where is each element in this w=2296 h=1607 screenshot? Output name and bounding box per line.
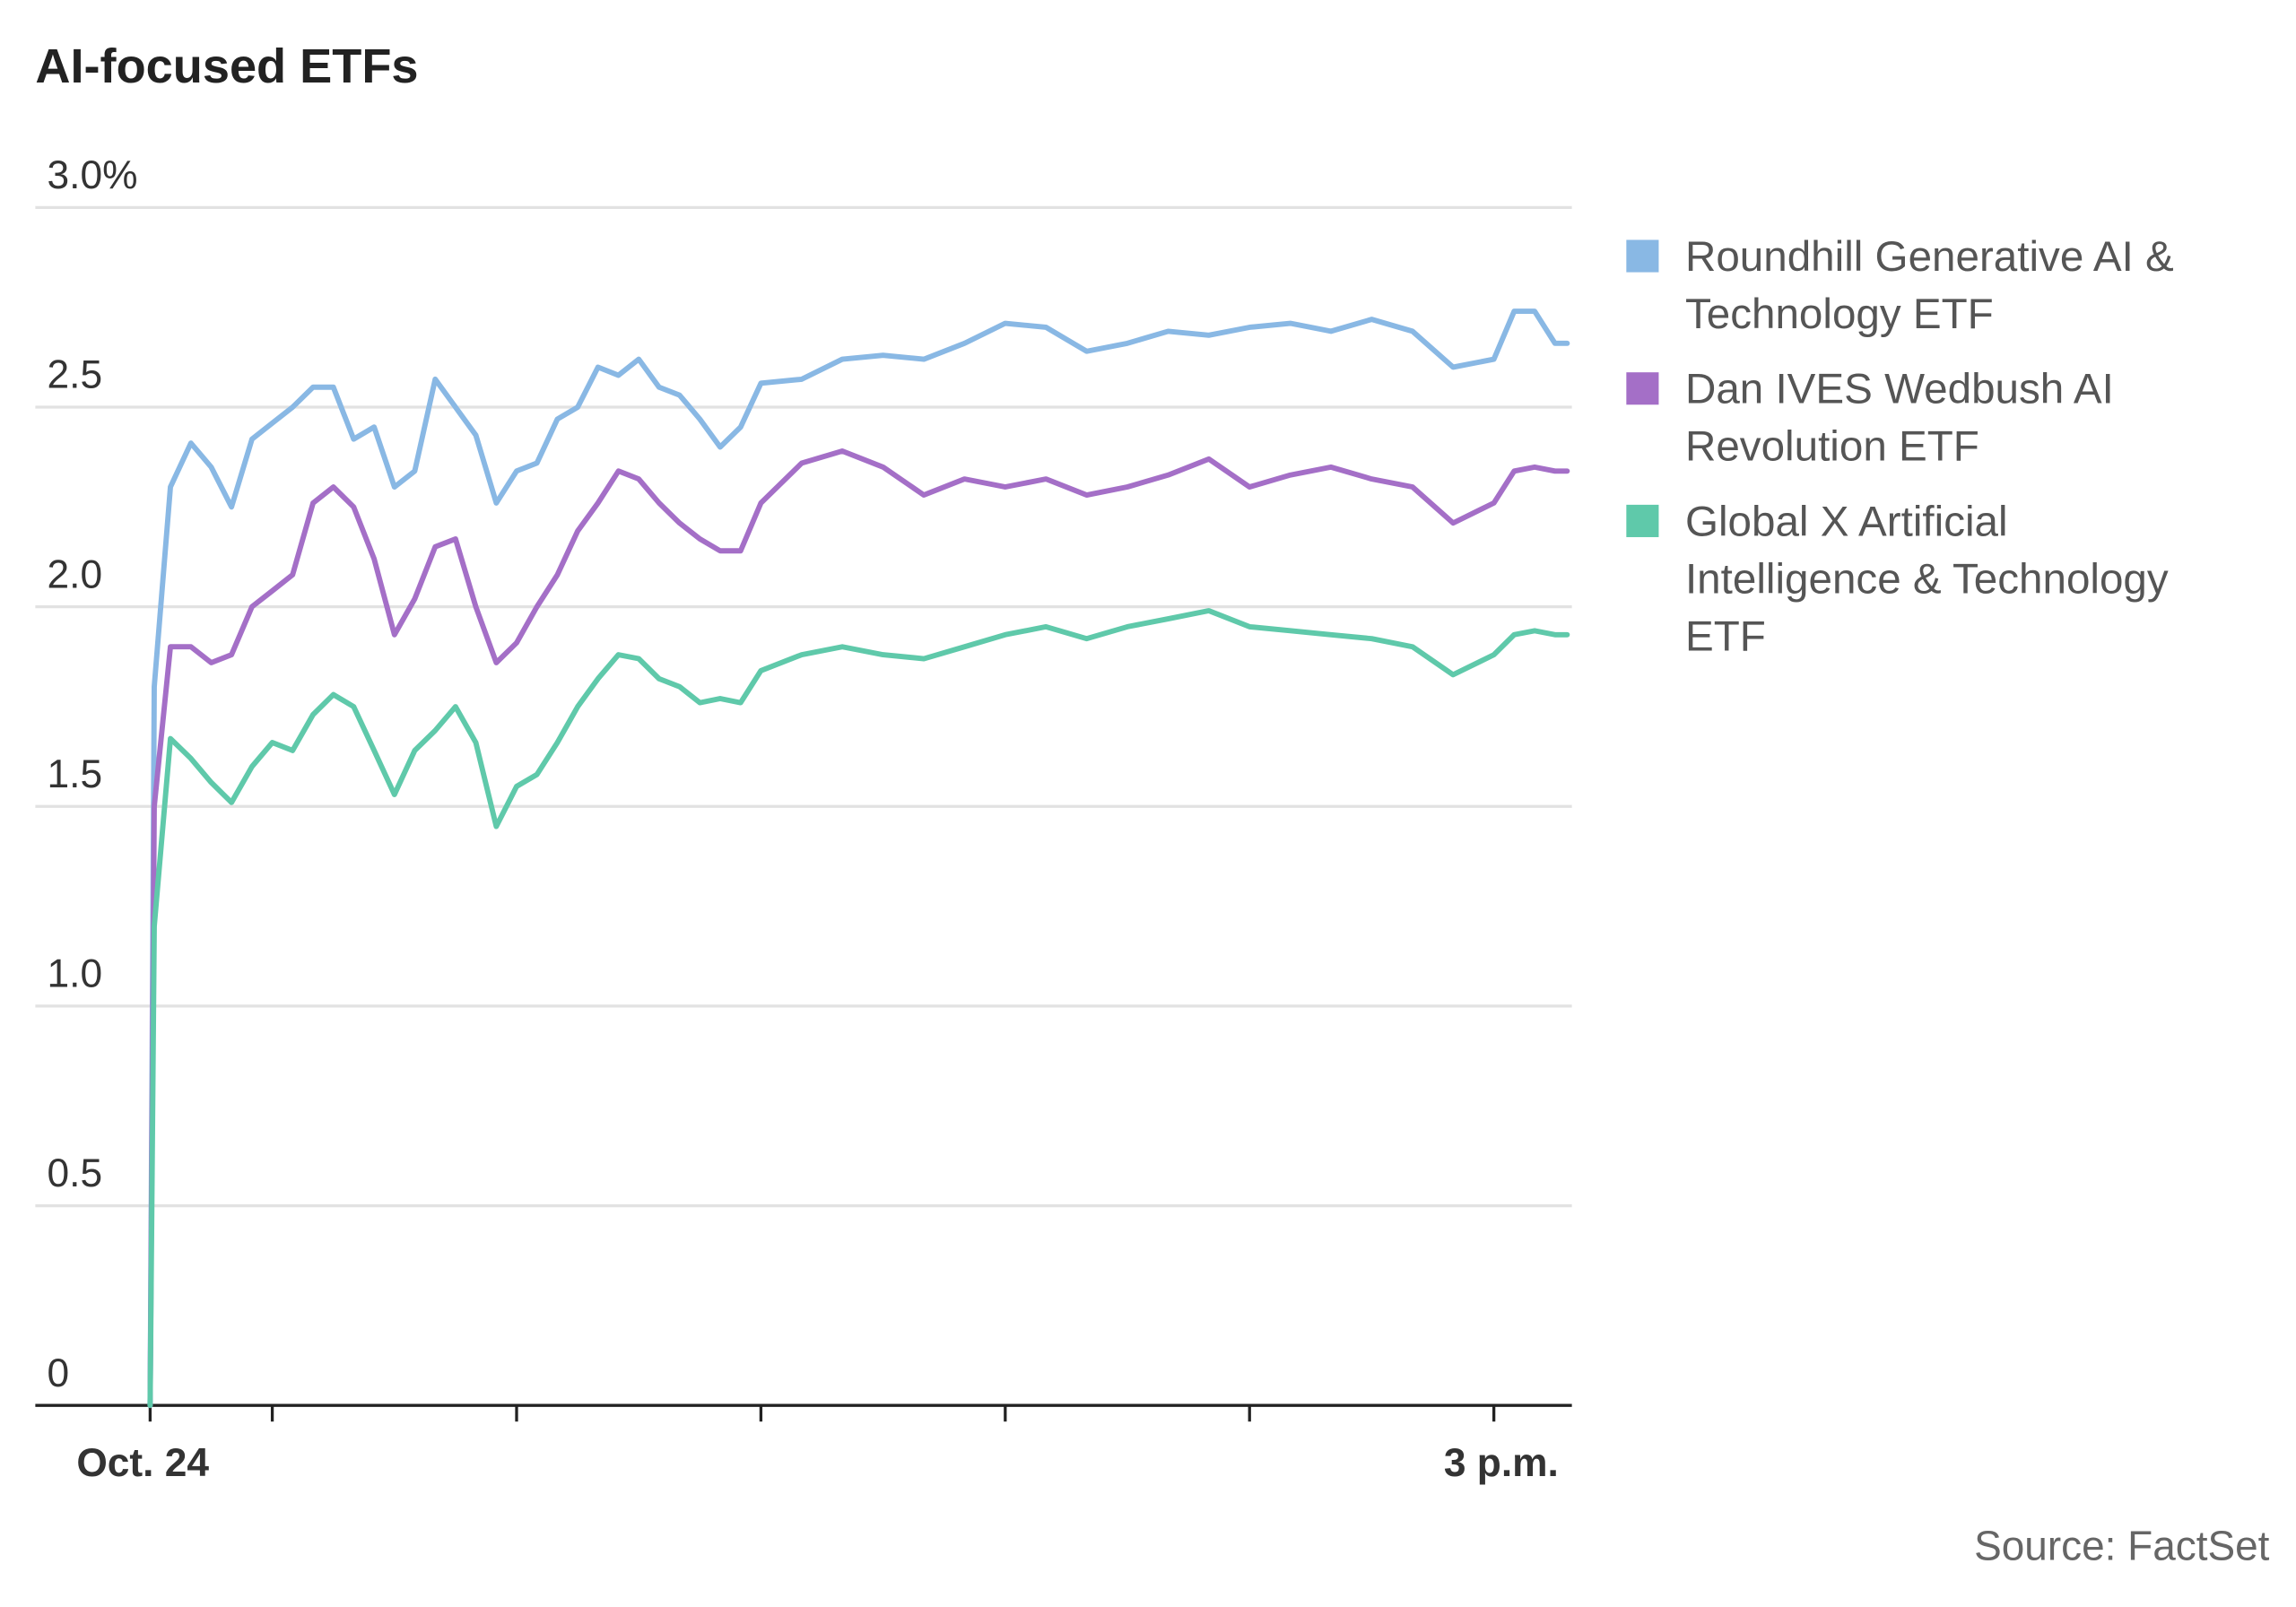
legend-label: ETF [1685,612,1766,660]
y-tick-label: 0.5 [48,1151,103,1195]
legend-item: Dan IVES Wedbush AI Revolution ETF [1626,366,2114,471]
series-lines [147,308,1570,1409]
legend-label: Global X Artificial [1685,498,2008,545]
y-tick-label: 1.0 [48,952,103,996]
legend-swatch [1626,504,1659,537]
series-line-2 [147,448,1570,1409]
gridlines [35,205,1572,1208]
legend-swatch [1626,372,1659,405]
y-tick-label: 2.0 [48,552,103,596]
legend-swatch [1626,239,1659,273]
legend: Roundhill Generative AI & Technology ETF D… [1626,233,2174,660]
y-axis-ticks: 0 0.5 1.0 1.5 2.0 2.5 3.0% [48,153,138,1395]
x-tick-label: 3 p.m. [1444,1441,1559,1485]
x-tick-label: Oct. 24 [76,1441,209,1485]
legend-item: Roundhill Generative AI & Technology ETF [1626,233,2174,338]
series-line-1 [147,308,1570,1409]
y-tick-label: 3.0% [48,153,138,197]
x-axis-ticks: Oct. 24 3 p.m. [76,1405,1559,1485]
source-note: Source: FactSet [1974,1522,2270,1568]
chart-title: AI-focused ETFs [35,39,418,93]
legend-item: Global X Artificial Intelligence & Techno… [1626,498,2169,660]
legend-label: Revolution ETF [1685,423,1979,471]
y-tick-label: 0 [48,1351,70,1395]
legend-label: Dan IVES Wedbush AI [1685,366,2114,413]
legend-label: Roundhill Generative AI & [1685,233,2174,281]
y-tick-label: 1.5 [48,752,103,796]
legend-label: Technology ETF [1685,291,1994,338]
y-tick-label: 2.5 [48,353,103,397]
series-line-3 [147,608,1570,1409]
legend-label: Intelligence & Technology [1685,555,2169,603]
